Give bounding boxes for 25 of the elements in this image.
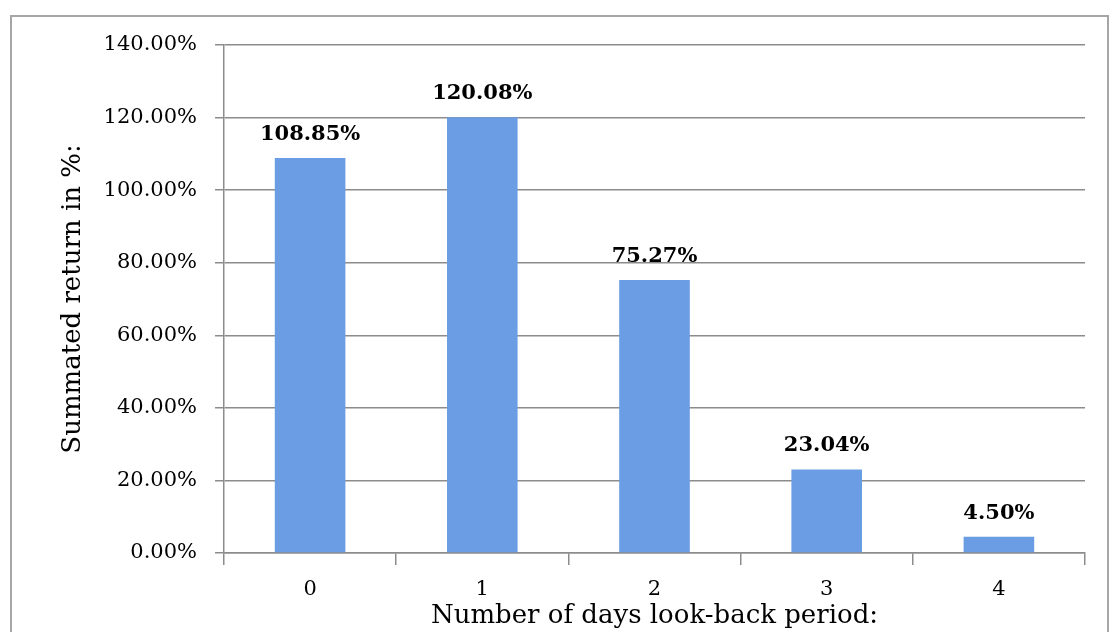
y-tick-label: 120.00% [103, 104, 197, 129]
bar [963, 536, 1035, 553]
y-tick-label: 140.00% [103, 31, 197, 56]
x-tick-label: 4 [992, 576, 1006, 601]
data-label: 120.08% [432, 79, 533, 105]
x-axis-title: Number of days look-back period: [430, 599, 879, 630]
bar [791, 469, 862, 553]
data-label: 108.85% [259, 119, 361, 145]
bar [447, 117, 518, 553]
y-tick-label: 100.00% [103, 176, 197, 201]
y-tick-label: 40.00% [116, 394, 197, 419]
bar [274, 158, 346, 553]
x-tick-label: 1 [475, 576, 489, 601]
bar [619, 279, 690, 553]
y-tick-label: 20.00% [116, 466, 197, 491]
data-label: 4.50% [963, 498, 1035, 524]
x-tick-label: 0 [303, 576, 317, 601]
data-label: 75.27% [611, 241, 698, 267]
data-label: 23.04% [783, 431, 870, 457]
x-tick-label: 3 [820, 576, 834, 601]
x-tick-label: 2 [647, 576, 662, 601]
y-tick-label: 0.00% [130, 539, 197, 564]
y-axis-title: Summated return in %: [56, 144, 87, 454]
y-tick-label: 60.00% [116, 321, 197, 346]
y-tick-label: 80.00% [116, 249, 197, 274]
